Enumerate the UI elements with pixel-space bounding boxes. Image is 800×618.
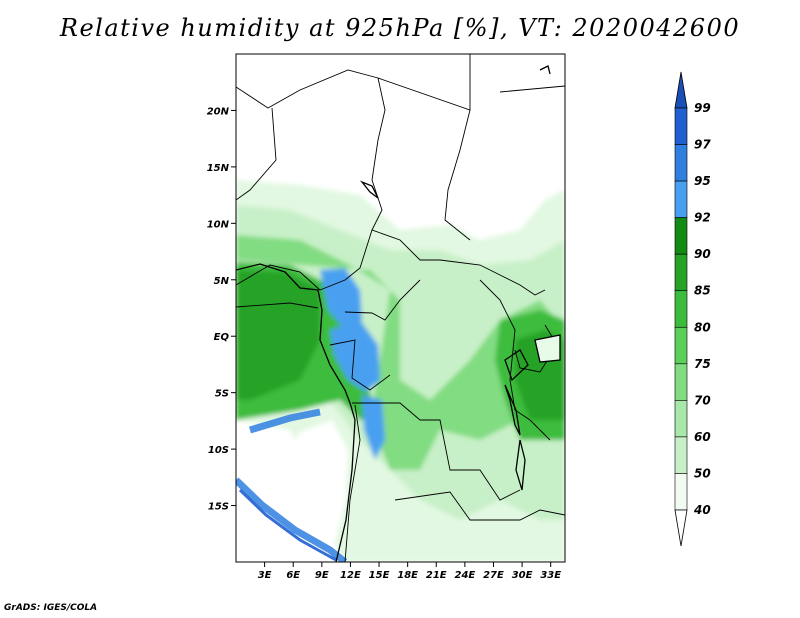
colorbar-level-label: 97 — [694, 138, 711, 152]
lon-tick-label: 6E — [286, 570, 300, 581]
rh-75-area — [236, 235, 565, 470]
colorbar-level-label: 60 — [694, 430, 711, 444]
colorbar-level-label: 80 — [694, 320, 711, 334]
colorbar-segment — [674, 436, 688, 474]
colorbar-level-label: 75 — [694, 357, 711, 371]
colorbar-segment — [674, 144, 688, 182]
colorbar-segment — [674, 400, 688, 438]
lat-tick-label: EQ — [214, 332, 230, 343]
plot-frame — [235, 53, 566, 563]
lat-tick-label: 10S — [208, 445, 229, 456]
humidity-field — [236, 54, 565, 562]
colorbar-segment — [674, 107, 688, 145]
lon-tick-label: 15E — [369, 570, 390, 581]
lon-tick-label: 33E — [540, 570, 561, 581]
rh-90-area — [236, 270, 320, 400]
lat-tick-label: 10N — [207, 219, 230, 230]
colorbar: 99 97 95 92 90 85 80 75 70 60 50 40 — [674, 71, 711, 547]
colorbar-top-arrow — [674, 71, 688, 109]
rh-95-congo — [362, 395, 385, 460]
colorbar-segment — [674, 363, 688, 401]
colorbar-level-label: 90 — [694, 247, 711, 261]
dry-region-north — [236, 54, 565, 174]
lon-tick-label: 27E — [483, 570, 504, 581]
rh-99-coastal-band — [236, 408, 348, 562]
colorbar-segment — [674, 473, 688, 511]
grads-credit: GrADS: IGES/COLA — [4, 603, 98, 613]
lat-tick-label: 15S — [208, 502, 229, 513]
colorbar-level-label: 70 — [694, 393, 711, 407]
colorbar-level-label: 99 — [694, 101, 711, 115]
lat-tick-label: 20N — [207, 106, 230, 117]
rh-95-gabon — [330, 320, 380, 392]
lon-tick-label: 21E — [426, 570, 447, 581]
lat-tick-label: 15N — [207, 163, 230, 174]
lon-tick-label: 30E — [512, 570, 533, 581]
colorbar-level-label: 50 — [694, 466, 711, 480]
map-title: Relative humidity at 925hPa [%], VT: 202… — [59, 14, 741, 42]
colorbar-level-label: 85 — [694, 284, 711, 298]
colorbar-segment — [674, 217, 688, 255]
longitude-axis: 3E 6E 9E 12E 15E 18E 21E 24E 27E 30E 33E — [258, 562, 561, 581]
colorbar-segment — [674, 253, 688, 292]
lon-tick-label: 24E — [454, 570, 475, 581]
dry-region-angola — [272, 420, 348, 540]
colorbar-level-label: 92 — [694, 211, 711, 225]
lon-tick-label: 12E — [340, 570, 361, 581]
coastlines-lakes — [236, 65, 561, 562]
colorbar-segment — [674, 326, 688, 365]
lon-tick-label: 18E — [397, 570, 418, 581]
colorbar-level-label: 95 — [694, 174, 711, 188]
latitude-axis: 20N 15N 10N 5N EQ 5S 10S 15S — [207, 106, 236, 513]
lon-tick-label: 9E — [315, 570, 329, 581]
colorbar-segment — [674, 180, 688, 218]
colorbar-level-label: 40 — [693, 503, 711, 517]
lat-tick-label: 5N — [214, 276, 230, 287]
lat-tick-label: 5S — [215, 389, 229, 400]
lon-tick-label: 3E — [258, 570, 272, 581]
rh-95-cameroon — [320, 268, 362, 330]
colorbar-segment — [674, 290, 688, 328]
colorbar-bottom-arrow — [674, 509, 688, 547]
